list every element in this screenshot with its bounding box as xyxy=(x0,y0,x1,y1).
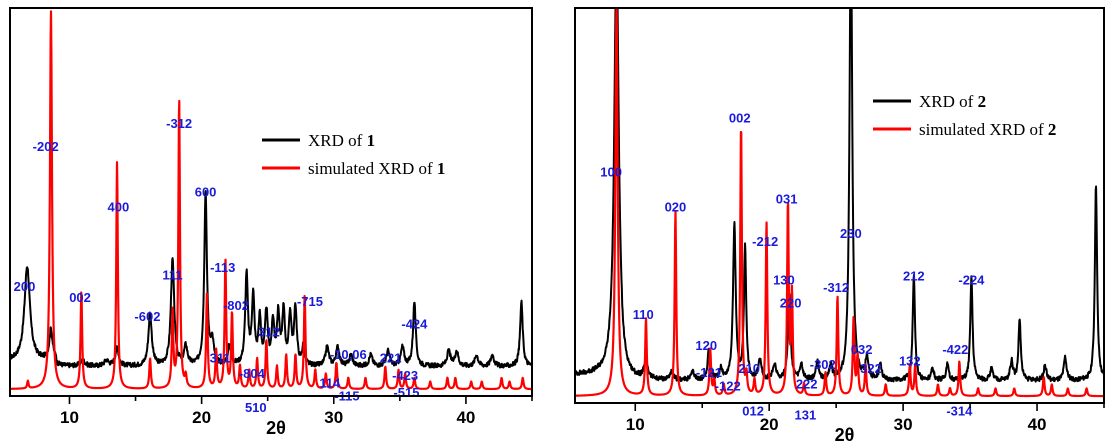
peak-label: -602 xyxy=(134,309,160,324)
peak-label: -202 xyxy=(33,139,59,154)
peak-label: -802 xyxy=(223,298,249,313)
x-tick-label: 10 xyxy=(60,408,79,427)
peak-label: 212 xyxy=(903,269,925,284)
peak-label: 230 xyxy=(840,226,862,241)
peak-label: -224 xyxy=(958,272,985,287)
peak-label: 031 xyxy=(776,192,798,207)
peak-label: 114 xyxy=(319,375,341,390)
legend-entry: XRD of 1 xyxy=(308,131,375,150)
peak-label: 020 xyxy=(665,199,687,214)
peak-label: -312 xyxy=(823,280,849,295)
peak-label: -422 xyxy=(942,342,968,357)
peak-label: 322 xyxy=(860,361,882,376)
peak-label: 220 xyxy=(780,296,802,311)
peak-label: -314 xyxy=(946,403,973,418)
chart-panel-2: 100 110 020 120 -121-122 002 210 012 -212 031 130 2… xyxy=(574,7,1105,442)
series-line-experimental-1 xyxy=(10,189,532,369)
series-line-simulated-1 xyxy=(10,10,532,391)
peak-label: 131 xyxy=(794,407,816,422)
plot-frame xyxy=(574,7,1105,404)
peak-label: -10,06 xyxy=(330,347,367,362)
peak-label: -212 xyxy=(752,234,778,249)
legend-entry: simulated XRD of 2 xyxy=(919,120,1056,139)
plot-frame xyxy=(9,7,533,397)
peak-label: 200 xyxy=(14,279,36,294)
peak-label: -302 xyxy=(810,357,836,372)
chart-panel-1: 200 -202 002 400 -602 111 -312 600 -113 -802 311 -8… xyxy=(9,7,533,438)
x-axis-title: 2θ xyxy=(835,425,855,442)
peak-label: -122 xyxy=(715,378,741,393)
series-line-simulated-2 xyxy=(575,8,1104,398)
peak-label: 132 xyxy=(899,353,921,368)
peak-label: -423 xyxy=(392,368,418,383)
x-axis-title: 2θ xyxy=(266,418,286,438)
peak-label: 400 xyxy=(108,199,130,214)
x-tick-label: 20 xyxy=(192,408,211,427)
x-tick-label: 40 xyxy=(456,408,475,427)
peak-label: 002 xyxy=(69,290,91,305)
peak-label: 311 xyxy=(210,351,231,366)
peak-label: -715 xyxy=(297,294,323,309)
peak-label: 120 xyxy=(695,338,717,353)
peak-label: 210 xyxy=(738,361,760,376)
peak-label: 600 xyxy=(195,184,217,199)
peak-label: -804 xyxy=(239,366,266,381)
x-tick-label: 40 xyxy=(1028,415,1047,434)
peak-label: 130 xyxy=(773,272,795,287)
x-tick-label: 30 xyxy=(324,408,343,427)
peak-label: -121 xyxy=(696,365,722,380)
peak-label: 110 xyxy=(633,307,654,322)
peak-label: -515 xyxy=(393,385,419,400)
peak-label: 111 xyxy=(162,268,182,283)
peak-label: -312 xyxy=(166,116,192,131)
legend-entry: XRD of 2 xyxy=(919,92,986,111)
peak-label: 032 xyxy=(851,342,873,357)
peak-label: 100 xyxy=(600,165,622,180)
peak-label: 002 xyxy=(729,111,751,126)
x-tick-label: 10 xyxy=(626,415,645,434)
peak-label: 012 xyxy=(742,403,764,418)
x-tick-label: 30 xyxy=(894,415,913,434)
peak-label: -424 xyxy=(401,317,428,332)
legend-entry: simulated XRD of 1 xyxy=(308,159,445,178)
peak-label: 312 xyxy=(258,324,280,339)
series-line-experimental-2 xyxy=(575,8,1104,383)
peak-label: 221 xyxy=(380,351,402,366)
peak-label: -113 xyxy=(210,260,235,275)
peak-label: 222 xyxy=(796,376,818,391)
x-tick-label: 20 xyxy=(760,415,779,434)
peak-label: 510 xyxy=(245,400,267,415)
